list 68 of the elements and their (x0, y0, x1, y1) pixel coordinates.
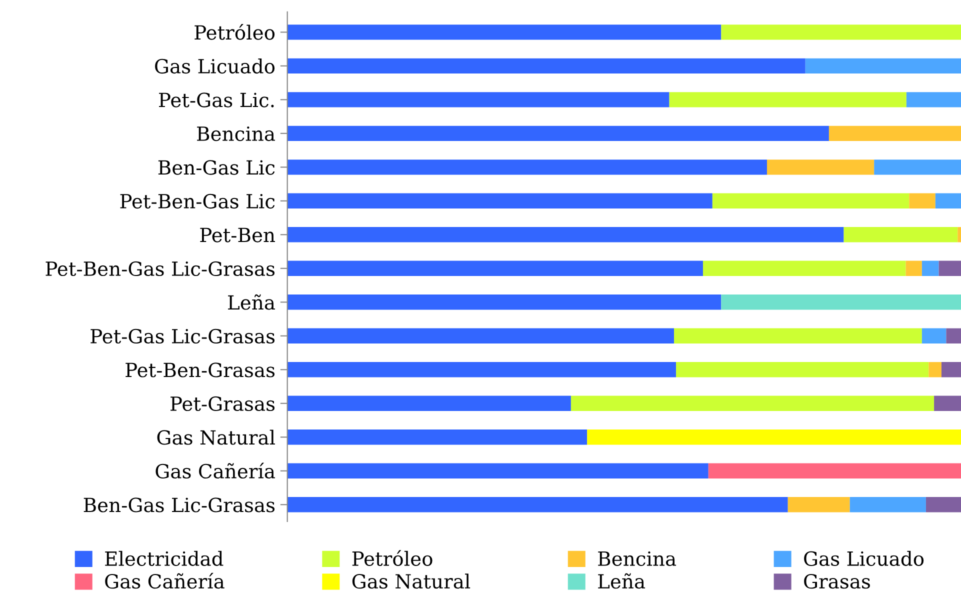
bar (287, 463, 708, 478)
bar (287, 260, 703, 276)
y-tick-label: Bencina (197, 126, 275, 142)
y-tick-label: Petróleo (194, 24, 275, 40)
bar (926, 497, 961, 512)
legend-label: Gas Cañería (105, 572, 224, 589)
bar (669, 92, 906, 108)
y-tick-label: Leña (228, 294, 275, 310)
bar (844, 227, 958, 242)
bar (287, 126, 829, 141)
y-tick-label: Gas Cañería (156, 462, 275, 479)
bar (766, 160, 874, 175)
y-tick-label: Gas Licuado (155, 58, 275, 74)
bar (941, 362, 961, 378)
bar (906, 92, 961, 108)
y-tick-label: Ben-Gas Lic (158, 160, 275, 175)
bar (828, 126, 961, 141)
y-tick-label: Pet-Ben (200, 228, 275, 242)
y-tick-label: Pet-Ben-Grasas (126, 362, 275, 378)
y-tick-label: Ben-Gas Lic-Grasas (84, 498, 275, 512)
bar (287, 430, 588, 445)
bar (287, 497, 788, 512)
bar (570, 396, 934, 411)
legend-label: Gas Natural (352, 574, 470, 589)
bar (676, 362, 929, 378)
bar (287, 362, 676, 378)
bar (287, 193, 712, 208)
bar (805, 58, 961, 74)
bar (938, 260, 961, 276)
bar (788, 497, 850, 512)
bar (287, 24, 722, 40)
bar (674, 328, 922, 344)
legend-label: Petróleo (352, 550, 432, 566)
bar (587, 430, 961, 445)
bar (287, 227, 844, 242)
y-tick-label: Gas Natural (157, 430, 275, 445)
bar (874, 160, 961, 175)
legend-label: Electricidad (105, 550, 224, 566)
bar (708, 463, 961, 478)
bar (712, 193, 910, 208)
bar (287, 328, 674, 344)
bar (702, 260, 906, 276)
bar (958, 227, 961, 242)
bar (287, 58, 806, 74)
legend-label: Gas Licuado (804, 550, 924, 566)
bar (287, 294, 722, 310)
bar (721, 294, 961, 310)
legend-label: Leña (598, 573, 646, 589)
y-tick-label: Pet-Gas Lic. (159, 92, 274, 108)
y-tick-label: Pet-Gas Lic-Grasas (90, 328, 275, 344)
bar (906, 260, 922, 276)
bar (287, 92, 670, 108)
bar (287, 160, 767, 175)
bar (909, 193, 936, 208)
bar (721, 24, 961, 40)
bar (935, 193, 961, 208)
y-tick-label: Pet-Grasas (170, 396, 275, 412)
bar (922, 328, 946, 344)
y-tick-label: Pet-Ben-Gas Lic (120, 194, 275, 209)
bar (946, 328, 961, 344)
y-tick-label: Pet-Ben-Gas Lic-Grasas (46, 261, 275, 276)
bar (934, 396, 961, 411)
bar (922, 260, 939, 276)
legend-label: Grasas (804, 574, 870, 589)
legend-label: Bencina (598, 551, 676, 566)
bar (287, 396, 571, 411)
bar (928, 362, 942, 378)
bar (850, 497, 926, 512)
